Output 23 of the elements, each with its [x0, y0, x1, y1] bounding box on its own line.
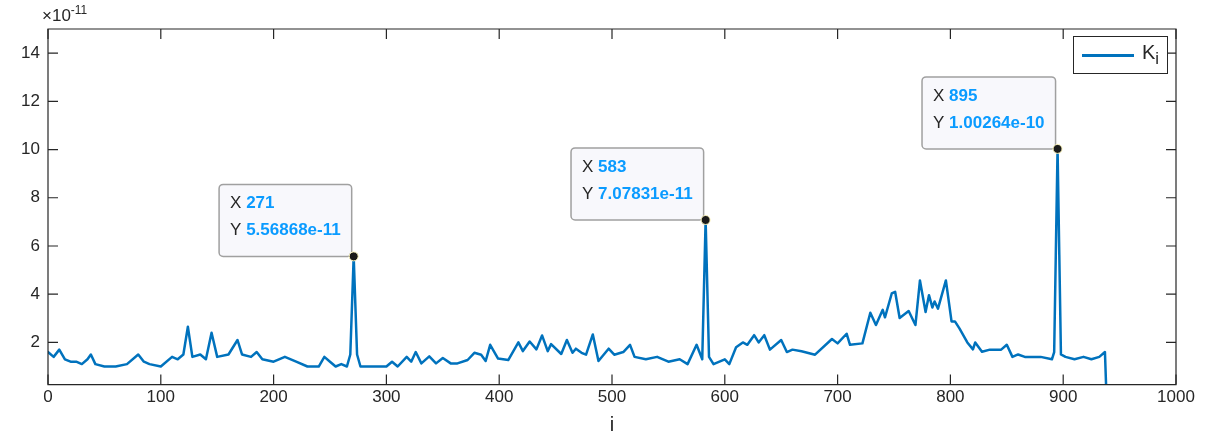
legend-label: K$_{i}$: [1141, 41, 1159, 69]
x-axis-title: i: [609, 412, 615, 435]
y-tick-label: 4: [30, 283, 40, 303]
y-tick-label: 6: [30, 235, 40, 255]
y-tick-label: 12: [21, 91, 40, 111]
y-tick-label: 2: [30, 332, 40, 352]
x-tick-label: 600: [710, 387, 739, 407]
x-tick-label: 700: [823, 387, 852, 407]
x-tick-label: 500: [597, 387, 627, 407]
y-tick-label: 14: [21, 42, 40, 62]
x-tick-label: 900: [1049, 387, 1078, 407]
x-tick-label: 0: [43, 387, 53, 407]
x-tick-label: 1000: [1157, 387, 1195, 407]
x-tick-label: 400: [485, 387, 514, 407]
annotation: X 895 Y 1.00264e-10: [933, 85, 1045, 132]
x-tick-label: 300: [372, 387, 401, 407]
annotation: X 271 Y 5.56868e-11: [230, 193, 341, 240]
annotation: X 583 Y 7.07831e-11: [582, 156, 693, 203]
x-tick-label: 800: [936, 387, 965, 407]
x-tick-label: 100: [146, 387, 175, 407]
x-tick-label: 200: [259, 387, 288, 407]
y-tick-label: 8: [30, 187, 40, 207]
y-tick-label: 10: [21, 139, 40, 159]
